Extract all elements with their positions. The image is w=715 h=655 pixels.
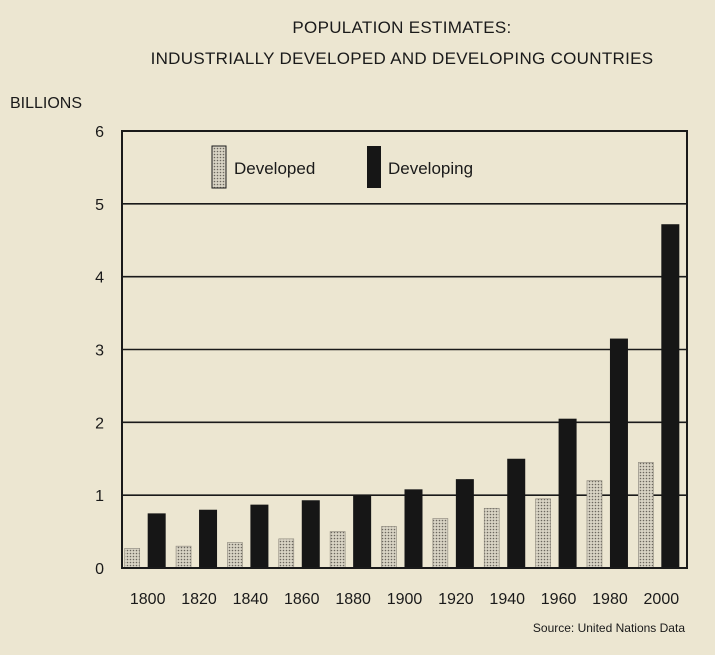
y-tick-label: 2 — [95, 415, 104, 432]
bars — [124, 224, 680, 569]
legend-swatch-developed — [211, 145, 227, 189]
bar-developed — [535, 498, 551, 569]
source-note: Source: United Nations Data — [533, 621, 685, 635]
y-tick-label: 3 — [95, 343, 104, 360]
y-tick-label: 1 — [95, 488, 104, 505]
chart-subtitle: INDUSTRIALLY DEVELOPED AND DEVELOPING CO… — [151, 49, 654, 68]
y-tick-label: 6 — [95, 124, 104, 141]
bar-developing — [661, 224, 680, 568]
grid — [122, 203, 687, 496]
y-tick-label: 5 — [95, 197, 104, 214]
bar-developing — [147, 513, 166, 568]
bar-developed — [432, 518, 449, 569]
bar-developed — [278, 538, 295, 569]
legend-label-developed: Developed — [234, 159, 315, 178]
bar-developed — [227, 542, 243, 569]
chart-title: POPULATION ESTIMATES: — [292, 18, 511, 37]
bar-developing — [250, 504, 269, 568]
bar-developed — [381, 526, 397, 569]
bar-developed — [175, 545, 192, 569]
x-tick-label: 1960 — [541, 591, 577, 608]
bar-developing — [507, 458, 526, 568]
x-tick-label: 1880 — [335, 591, 371, 608]
bar-developing — [455, 479, 474, 568]
bar-developed — [124, 548, 140, 569]
x-tick-label: 1840 — [233, 591, 269, 608]
y-tick-label: 4 — [95, 270, 104, 287]
y-tick-labels: 0 1 2 3 4 5 6 — [95, 124, 104, 578]
x-tick-label: 1900 — [387, 591, 423, 608]
bar-developed — [483, 507, 500, 569]
legend-swatch-developing — [367, 146, 381, 188]
bar-developing — [609, 338, 628, 568]
legend-label-developing: Developing — [388, 159, 473, 178]
y-axis-label: BILLIONS — [10, 95, 82, 112]
bar-developed — [638, 462, 654, 569]
y-tick-label: 0 — [95, 561, 104, 578]
bar-developing — [558, 418, 577, 568]
x-tick-label: 1920 — [438, 591, 474, 608]
legend: Developed Developing — [211, 145, 473, 189]
x-tick-label: 1820 — [181, 591, 217, 608]
x-tick-label: 1940 — [489, 591, 525, 608]
x-tick-label: 1800 — [130, 591, 166, 608]
x-tick-label: 2000 — [644, 591, 680, 608]
bar-developing — [404, 489, 423, 568]
bar-developing — [353, 495, 372, 568]
x-tick-label: 1980 — [592, 591, 628, 608]
bar-developed — [329, 531, 346, 569]
bar-developing — [199, 509, 218, 568]
x-tick-label: 1860 — [284, 591, 320, 608]
x-tick-labels: 1800 1820 1840 1860 1880 1900 1920 1940 1960 1980… — [130, 591, 679, 608]
bar-developing — [301, 500, 320, 568]
plot-frame — [121, 130, 688, 569]
bar-developed — [586, 480, 603, 569]
